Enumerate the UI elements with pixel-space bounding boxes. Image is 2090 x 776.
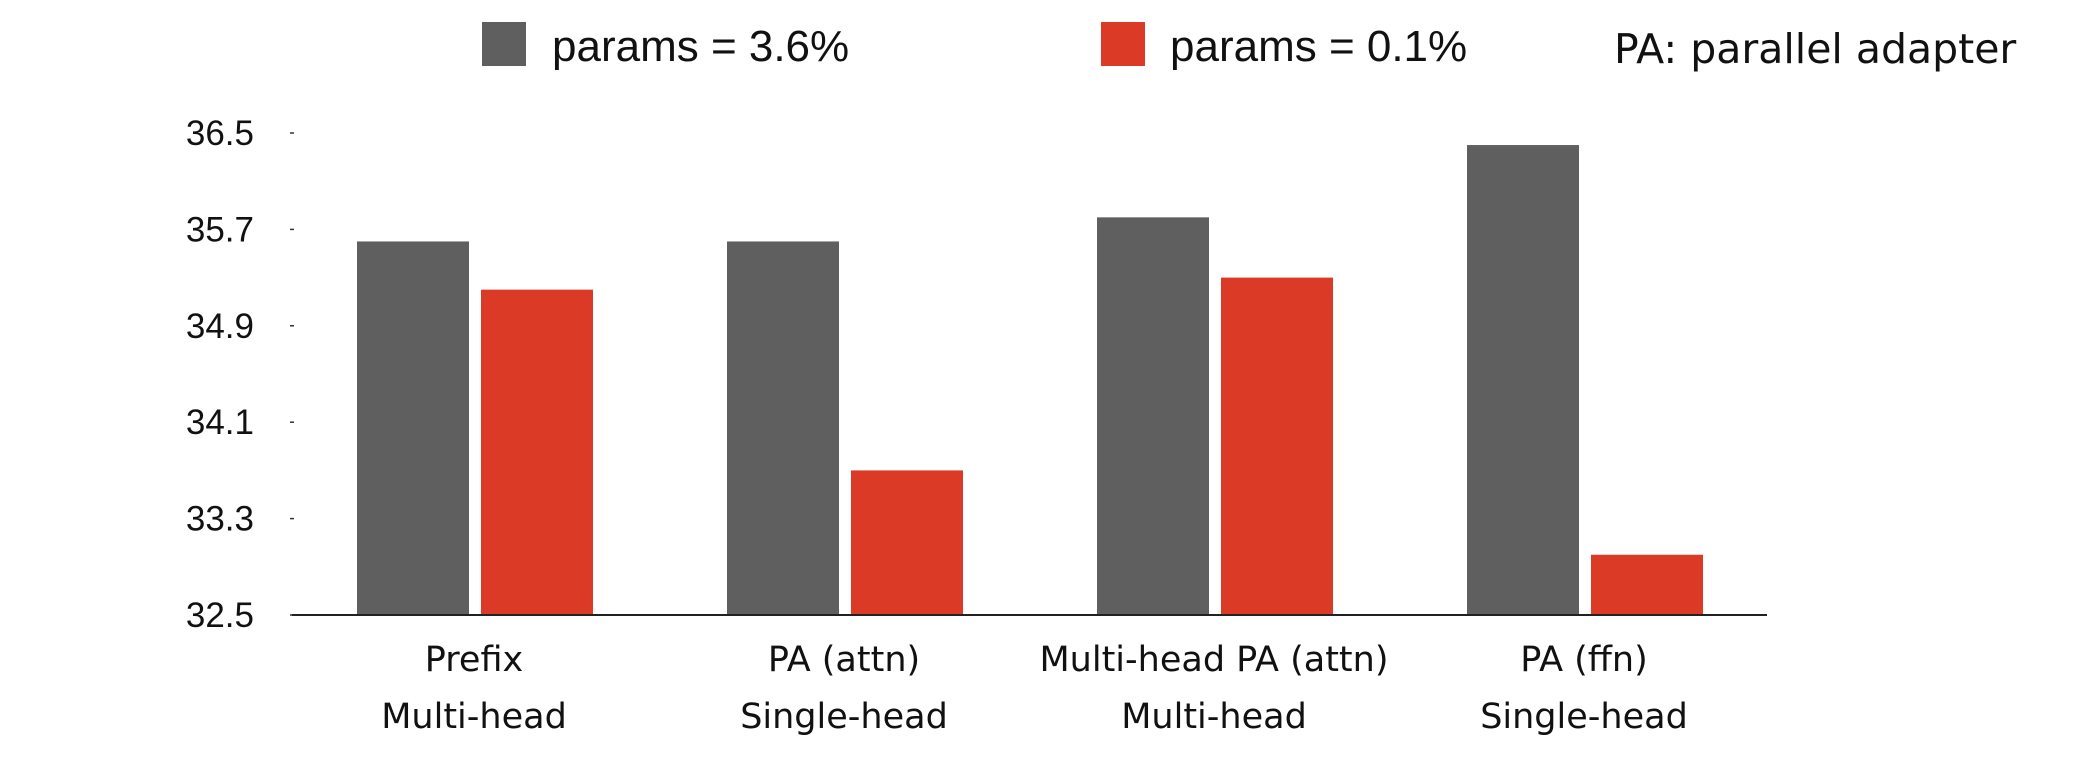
x-category-label-line1: PA (attn) (768, 640, 920, 680)
bar-params-3-6-1 (727, 241, 839, 615)
bar-params-0-1-2 (1221, 277, 1333, 615)
y-tick-label: 36.5 (186, 114, 254, 153)
bar-params-3-6-2 (1097, 217, 1209, 615)
parallel-adapter-note: PA: parallel adapter (1614, 25, 2016, 73)
x-axis-labels: Prefix Multi-head PA (attn) Single-head Mult… (381, 640, 1688, 737)
y-tick-label: 34.9 (186, 307, 254, 346)
y-tick-label: 33.3 (186, 500, 254, 539)
bar-params-3-6-0 (357, 241, 469, 615)
x-category-label-line1: PA (ffn) (1520, 640, 1648, 680)
legend-swatch-params-0-1 (1101, 22, 1145, 66)
y-axis: 36.5 35.7 34.9 34.1 33.3 32.5 (186, 114, 294, 635)
bar-params-0-1-0 (481, 289, 593, 615)
x-category-label-line2: Multi-head (1121, 697, 1307, 737)
x-category-label-line2: Single-head (1480, 697, 1688, 737)
bars (357, 145, 1703, 616)
y-tick-label: 34.1 (186, 403, 254, 442)
bar-params-3-6-3 (1467, 145, 1579, 616)
x-category-label-line2: Single-head (740, 697, 948, 737)
y-tick-label: 35.7 (186, 210, 254, 249)
legend: params = 3.6% params = 0.1% (482, 22, 1467, 71)
x-category-label-line1: Multi-head PA (attn) (1039, 640, 1388, 680)
x-category-label-line2: Multi-head (381, 697, 567, 737)
legend-label-params-3-6: params = 3.6% (552, 22, 849, 71)
bar-params-0-1-3 (1591, 554, 1703, 615)
y-tick-label: 32.5 (186, 596, 254, 635)
bar-params-0-1-1 (851, 470, 963, 615)
legend-swatch-params-3-6 (482, 22, 526, 66)
legend-label-params-0-1: params = 0.1% (1170, 22, 1467, 71)
x-category-label-line1: Prefix (425, 640, 523, 680)
